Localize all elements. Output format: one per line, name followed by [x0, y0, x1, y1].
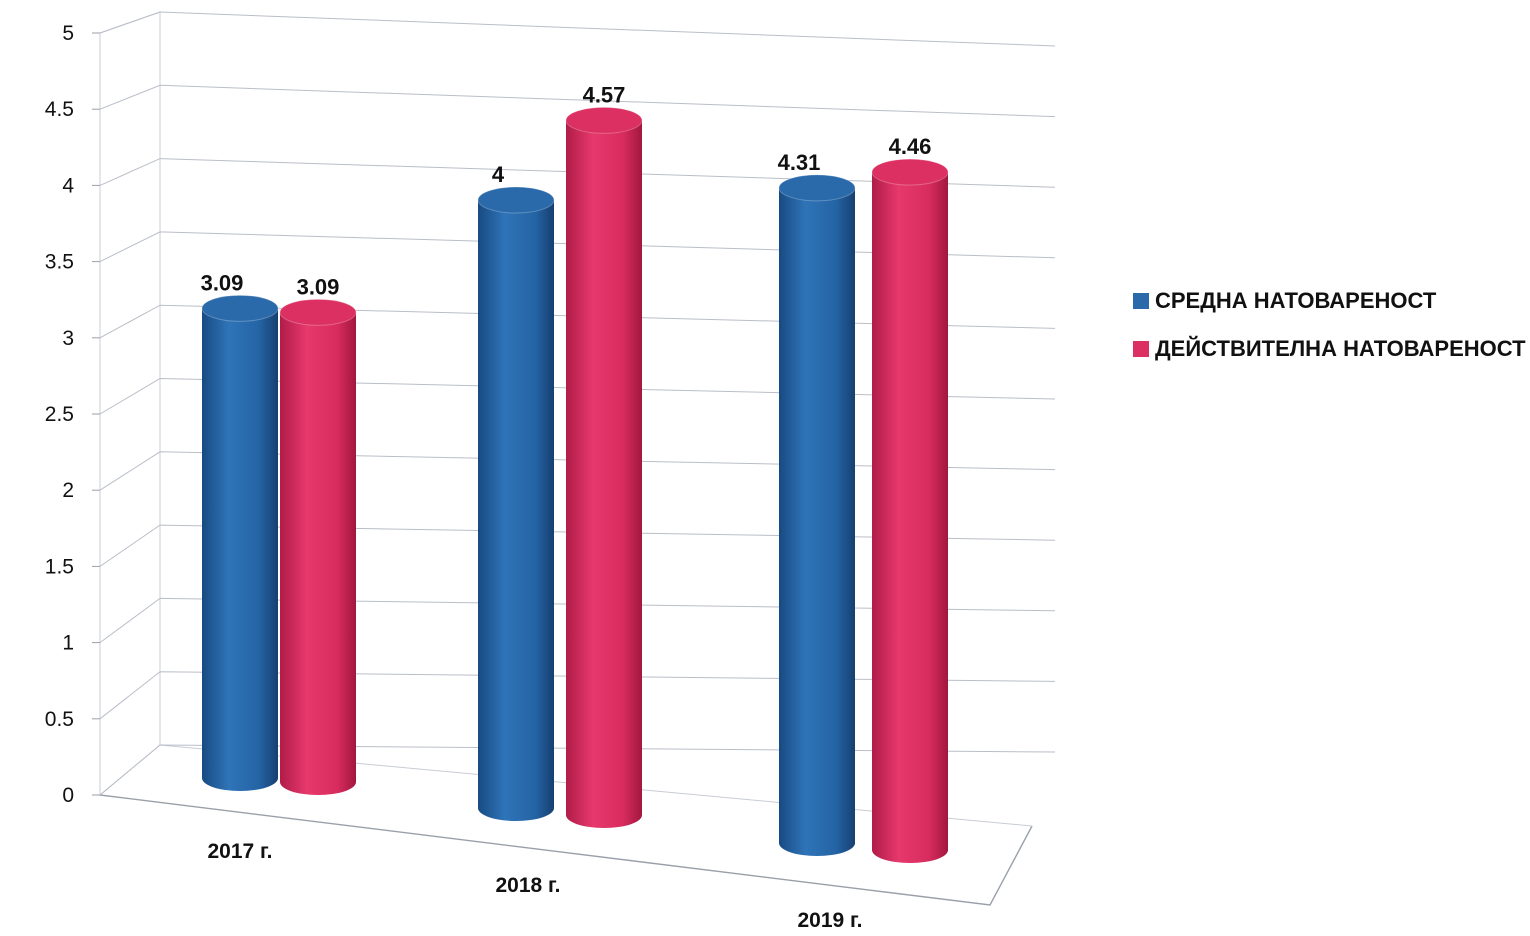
bar: [871, 158, 949, 863]
bar-body: [566, 120, 642, 829]
bar-body: [202, 308, 278, 791]
bar-top: [201, 294, 279, 322]
y-tick-label: 2: [62, 479, 74, 502]
y-tick-label: 3.5: [45, 251, 74, 274]
data-label: 4.46: [889, 134, 932, 159]
bar: [477, 186, 555, 821]
legend-label-series-0: СРЕДНА НАТОВАРЕНОСТ: [1155, 288, 1437, 313]
bar-top: [871, 158, 949, 186]
gridline: [99, 11, 1056, 47]
y-tick-label: 0.5: [45, 708, 74, 731]
data-label: 3.09: [297, 274, 340, 299]
legend-item-series-0: СРЕДНА НАТОВАРЕНОСТ: [1133, 288, 1526, 314]
legend-item-series-1: ДЕЙСТВИТЕЛНА НАТОВАРЕНОСТ: [1133, 336, 1526, 362]
bar: [565, 106, 643, 829]
bar-body: [779, 187, 855, 856]
gridline: [99, 304, 1056, 339]
bar-top: [279, 298, 357, 326]
legend-label-series-1: ДЕЙСТВИТЕЛНА НАТОВАРЕНОСТ: [1155, 336, 1526, 361]
bar-top: [477, 186, 555, 214]
gridline: [99, 231, 1056, 263]
gridline: [99, 671, 1056, 720]
bar-body: [280, 312, 356, 795]
y-tick-label: 3: [62, 327, 74, 350]
bar: [778, 174, 856, 856]
y-tick-label: 1.5: [45, 555, 74, 578]
legend-swatch-series-1: [1133, 341, 1149, 357]
data-label: 3.09: [201, 270, 244, 295]
y-tick-label: 5: [62, 22, 74, 45]
gridline: [99, 451, 1056, 491]
y-tick-label: 2.5: [45, 403, 74, 426]
x-tick-label: 2018 г.: [495, 874, 560, 897]
gridline: [99, 158, 1056, 188]
side-wall: [99, 11, 161, 797]
gridline: [99, 377, 1056, 415]
gridline: [99, 524, 1056, 567]
y-tick-label: 4.5: [45, 98, 74, 121]
gridline: [99, 744, 1056, 796]
floor-edge: [99, 794, 1033, 906]
bar: [201, 294, 279, 791]
y-tick-label: 1: [62, 632, 74, 655]
y-tick-label: 4: [62, 174, 74, 197]
x-tick-label: 2017 г.: [207, 840, 272, 863]
bar-body: [478, 200, 554, 821]
bar-body: [872, 172, 948, 863]
data-label: 4: [492, 162, 505, 187]
gridline: [99, 84, 1056, 118]
x-tick-label: 2019 г.: [797, 909, 862, 932]
legend: СРЕДНА НАТОВАРЕНОСТ ДЕЙСТВИТЕЛНА НАТОВАР…: [1133, 288, 1526, 384]
gridline: [99, 597, 1056, 644]
bar-top: [778, 174, 856, 202]
data-label: 4.31: [778, 150, 821, 175]
legend-swatch-series-0: [1133, 293, 1149, 309]
y-tick-label: 0: [62, 784, 74, 807]
data-label: 4.57: [583, 82, 626, 107]
bar: [279, 298, 357, 795]
bar-top: [565, 106, 643, 134]
